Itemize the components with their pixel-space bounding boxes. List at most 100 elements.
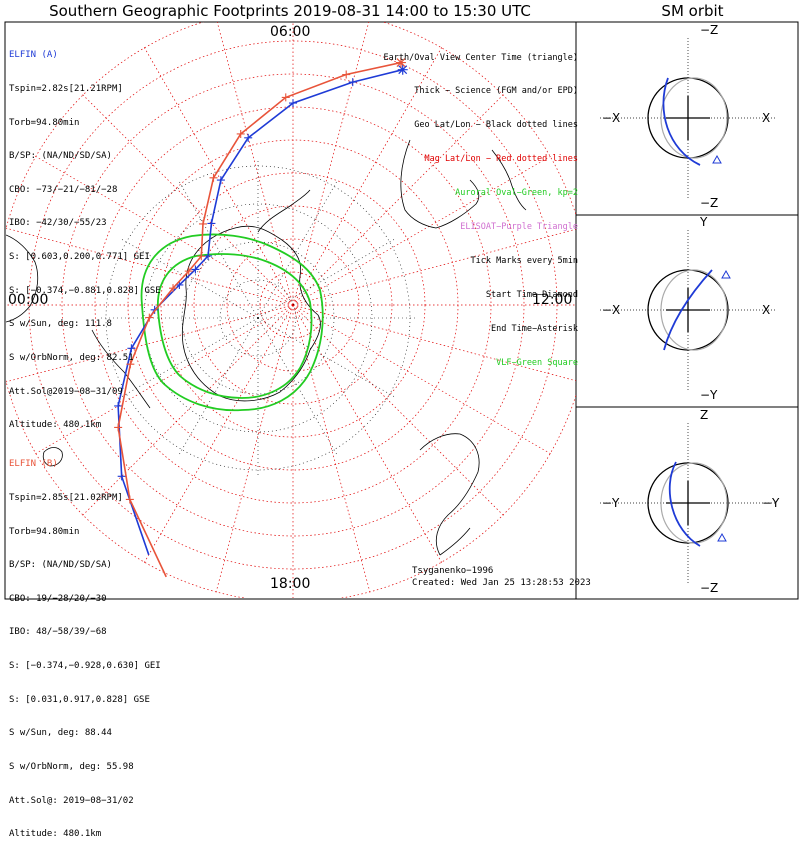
end-asterisk [397,64,408,75]
legend-item: Auroral Oval−Green, kp=2 [455,188,578,199]
elfin-a-line: Att.Sol@2019−08−31/09 [9,386,123,397]
legend-item: Geo Lat/Lon − Black dotted lines [414,120,578,131]
elfin-b-line: Torb=94.80min [9,526,80,537]
tick-mark [216,176,225,185]
sm-frame [575,21,799,600]
orbit-trace-elfin-a [114,64,408,556]
polar-map [6,22,576,598]
sm-panel-1: −Z −Z −X X [600,23,776,210]
sm-axis-label: −X [602,111,620,125]
sm-axis-label: −X [602,303,620,317]
tick-mark [169,284,178,293]
asia-coast-outline [91,329,151,409]
sm-axis-label: −Y [762,496,780,510]
tick-mark [236,129,245,138]
elfin-a-line: CBO: −73/−21/−81/−28 [9,184,118,195]
trace-line [117,68,403,556]
sm-axis-label: −Y [700,388,718,402]
tick-mark [348,78,357,87]
mag-lon-line [216,22,294,306]
elfin-b-line: IBO: 48/−58/39/−68 [9,627,107,638]
tick-mark [191,265,200,274]
mag-lat-circle [193,205,393,405]
legend: Earth/Oval View Center Time (triangle) T… [384,30,578,380]
elfin-a-line: S: [0.603,0.200,0.771] GEI [9,252,150,263]
africa-outline [6,234,39,323]
elfin-b-line: Altitude: 480.1km [9,829,102,840]
clock-label-top: 06:00 [270,24,311,40]
elfin-a-line: S: [−0.374,−0.881,0.828] GSE [9,285,161,296]
legend-item: VLF−Green Square [496,357,578,368]
tick-mark [204,251,213,260]
tick-mark [198,219,207,228]
tick-mark [126,360,135,369]
sm-orbit-elfin-a [668,461,701,547]
sm-orbit-elfin-a [663,269,713,351]
sm-orbit-ellipse [660,77,728,159]
clock-label-left: 00:00 [8,292,49,308]
clock-label-bottom: 18:00 [270,576,311,592]
clock-label-right: 12:00 [532,292,573,308]
sm-orbit-ellipse [660,269,728,351]
mag-grid [6,22,576,598]
elfin-b-info: ELFIN (B) Tspin=2.85s[21.02RPM] Torb=94.… [9,437,161,852]
tick-mark [207,219,216,228]
trace-line [117,61,402,578]
geo-lat-circle [143,203,373,433]
elfin-a-header: ELFIN (A) [9,50,58,61]
legend-item: End Time−Asterisk [491,323,578,334]
credit-created: Created: Wed Jan 25 13:28:53 2023 [412,578,591,588]
indian-ocean-islands [42,447,63,467]
geo-lon-line [119,237,259,319]
new-zealand-outline [491,149,527,211]
legend-item: Start Time−Diamond [485,289,578,300]
mag-lon-line [142,45,294,306]
sm-axis-label: −Z [700,23,718,37]
tick-mark [244,133,253,142]
tick-mark [127,344,136,353]
elfin-b-line: S w/Sun, deg: 88.44 [9,728,112,739]
elfin-a-line: B/SP: (NA/ND/SD/SA) [9,151,112,162]
elfin-b-line: S w/OrbNorm, deg: 55.98 [9,761,134,772]
antarctic-peninsula [257,189,311,233]
mag-lon-line [215,304,294,595]
sm-axis-label: −Z [700,581,718,595]
sm-axis-label: Y [699,215,708,229]
south-america-outline [400,139,480,229]
sm-axis-label: Z [700,408,708,422]
figure-canvas: −Z −Z −X X Y −Y −X X Z −Z −Y −Y [4,21,799,600]
elfin-a-line: IBO: −42/30/−55/23 [9,218,107,229]
auroral-oval-inner [157,253,313,399]
sm-triangle [721,269,731,279]
geo-lon-line [257,179,339,319]
geo-lon-line [119,317,259,399]
tick-mark [197,252,206,261]
antarctica-outline [181,225,321,402]
geo-lat-circle [219,279,297,357]
mag-lon-line [292,22,370,306]
sm-axis-label: X [762,303,770,317]
elfin-a-line: S w/Sun, deg: 111.8 [9,319,112,330]
elfin-a-line: Torb=94.80min [9,117,80,128]
legend-item: ELISOAT−Purple Triangle [460,222,578,233]
australia-east-outline [439,527,471,556]
sm-panel-2: Y −Y −X X [600,215,776,402]
elfin-b-line: Att.Sol@: 2019−08−31/02 [9,795,134,806]
tick-mark [145,313,154,322]
elfin-b-line: Tspin=2.85s[21.02RPM] [9,493,123,504]
geo-lon-line [257,237,397,319]
tick-mark [184,267,193,276]
mag-lon-line [142,304,294,565]
elfin-b-line: B/SP: (NA/ND/SD/SA) [9,560,112,571]
sm-orbit-title: SM orbit [661,2,724,20]
tick-mark [114,423,123,432]
sm-axis-label: −Y [602,496,620,510]
tick-mark [125,495,134,504]
elfin-a-info: ELFIN (A) Tspin=2.82s[21.21RPM] Torb=94.… [9,28,161,443]
sm-axis-label: −Z [700,196,718,210]
elfin-a-line: S w/OrbNorm, deg: 82.51 [9,352,134,363]
sm-axis-label: X [762,111,770,125]
legend-item: Earth/Oval View Center Time (triangle) [383,52,578,63]
credit-model: Tsyganenko−1996 [412,566,494,576]
elfin-b-line: S: [−0.374,−0.928,0.630] GEI [9,661,161,672]
